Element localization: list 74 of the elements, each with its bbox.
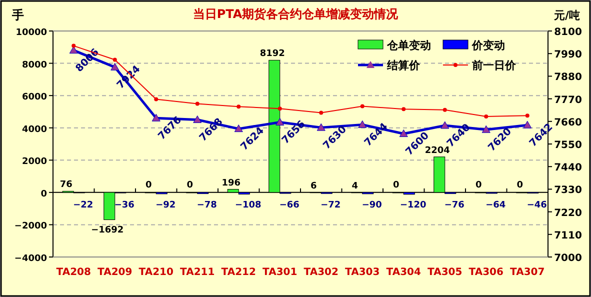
point xyxy=(278,106,282,111)
y2-tick-label: 8100 xyxy=(554,27,582,38)
legend-label: 结算价 xyxy=(386,59,421,72)
data-label: 0 xyxy=(186,180,194,190)
x-tick-label: TA302 xyxy=(304,267,338,278)
y2-tick-label: 7220 xyxy=(554,208,582,219)
x-tick-label: TA208 xyxy=(56,267,91,278)
data-label: −92 xyxy=(156,200,176,210)
x-tick-label: TA210 xyxy=(138,267,174,278)
point xyxy=(112,58,117,62)
y2-tick-label: 7000 xyxy=(554,253,582,264)
data-label: −46 xyxy=(526,200,547,210)
data-label: 196 xyxy=(222,178,241,188)
point xyxy=(72,44,76,48)
data-label: 8192 xyxy=(260,49,285,60)
data-label: 76 xyxy=(60,180,72,190)
y-tick-label: 2000 xyxy=(22,157,47,168)
data-label: 0 xyxy=(516,180,524,190)
x-tick-label: TA306 xyxy=(468,267,504,278)
y2-tick-label: 7330 xyxy=(554,185,582,196)
data-label: −78 xyxy=(196,200,217,210)
legend-label: 仓单变动 xyxy=(386,39,431,52)
data-label: 6 xyxy=(310,181,317,192)
point xyxy=(319,110,324,115)
data-label: −108 xyxy=(234,200,262,210)
y-tick-label: −4000 xyxy=(14,254,47,264)
x-tick-label: TA305 xyxy=(428,267,462,278)
x-tick-label: TA303 xyxy=(345,267,380,278)
data-label: −120 xyxy=(400,200,426,210)
y2-tick-label: 7660 xyxy=(554,117,582,128)
data-label: 0 xyxy=(475,180,482,190)
point xyxy=(360,104,364,108)
data-label: 0 xyxy=(392,180,400,190)
y2-tick-label: 7110 xyxy=(554,230,582,242)
point xyxy=(525,114,530,118)
data-label: 2204 xyxy=(424,146,450,156)
y2-axis-title: 元/吨 xyxy=(552,9,580,22)
point xyxy=(402,107,406,112)
legend-label: 价变动 xyxy=(471,39,505,52)
y-tick-label: 4000 xyxy=(22,124,47,135)
data-label: −36 xyxy=(114,200,134,210)
y2-tick-label: 7770 xyxy=(554,94,582,106)
point xyxy=(195,102,200,106)
y2-tick-label: 7550 xyxy=(554,140,582,151)
point xyxy=(442,108,447,112)
data-label: 0 xyxy=(145,180,152,190)
y-tick-label: 8000 xyxy=(22,60,47,70)
data-label: 4 xyxy=(352,181,358,192)
data-label: −1692 xyxy=(91,226,124,236)
point xyxy=(484,114,488,118)
data-label: −90 xyxy=(362,200,382,210)
data-label: −64 xyxy=(486,200,506,210)
y-tick-label: 6000 xyxy=(22,92,47,103)
chart-title: 当日PTA期货各合约仓单增减变动情况 xyxy=(192,7,400,21)
point xyxy=(154,97,158,102)
x-tick-label: TA212 xyxy=(221,267,256,278)
x-tick-label: TA301 xyxy=(262,267,298,278)
point xyxy=(236,104,241,109)
x-tick-label: TA304 xyxy=(386,267,421,278)
data-label: −72 xyxy=(320,200,341,210)
x-tick-label: TA211 xyxy=(180,267,215,278)
y2-tick-label: 7990 xyxy=(554,50,582,61)
y-tick-label: −2000 xyxy=(14,222,47,232)
y2-tick-label: 7880 xyxy=(554,72,582,84)
y-axis-title: 手 xyxy=(11,8,24,22)
data-label: −66 xyxy=(279,200,300,210)
y2-tick-label: 7440 xyxy=(554,162,582,174)
x-tick-label: TA209 xyxy=(98,267,132,278)
y-tick-label: 10000 xyxy=(16,28,47,38)
y-tick-label: 0 xyxy=(40,189,47,200)
data-label: −22 xyxy=(73,200,94,210)
legend-label: 前一日价 xyxy=(471,59,517,72)
data-label: −76 xyxy=(444,200,464,210)
x-tick-label: TA307 xyxy=(510,267,545,278)
